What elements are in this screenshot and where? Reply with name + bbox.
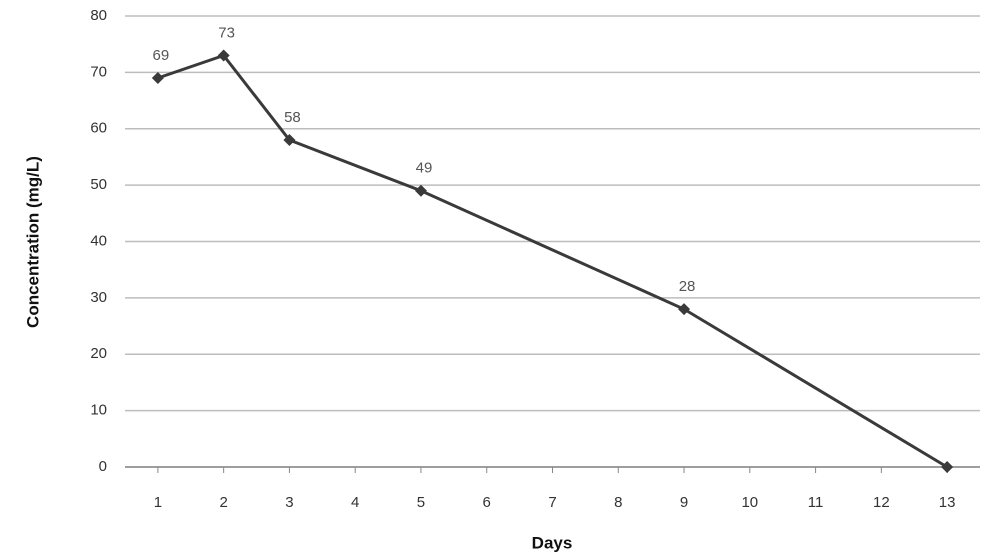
x-tick-label: 12 (873, 494, 890, 511)
y-tick-label: 50 (90, 176, 107, 193)
data-label: 58 (284, 109, 301, 126)
data-point (283, 134, 296, 147)
data-point (151, 72, 164, 85)
x-tick-label: 2 (219, 494, 227, 511)
data-label: 69 (153, 47, 170, 64)
data-point (414, 184, 427, 197)
y-tick-label: 30 (90, 289, 107, 306)
y-axis-title: Concentration (mg/L) (23, 156, 42, 328)
data-point (678, 303, 691, 316)
x-tick-label: 1 (154, 494, 162, 511)
x-tick-label: 10 (741, 494, 758, 511)
x-tick-label: 13 (939, 494, 956, 511)
x-tick-label: 8 (614, 494, 622, 511)
x-tick-label: 6 (483, 494, 491, 511)
x-tick-label: 3 (285, 494, 293, 511)
data-line (157, 53, 948, 469)
data-point (941, 461, 954, 473)
x-tick-label: 11 (808, 494, 824, 511)
x-tick-label: 4 (351, 494, 359, 511)
y-tick-label: 20 (90, 345, 107, 362)
data-label: 73 (218, 24, 235, 41)
y-tick-label: 80 (90, 7, 107, 24)
data-label: 49 (416, 160, 433, 177)
x-tick-label: 9 (680, 494, 688, 511)
y-tick-label: 40 (90, 232, 107, 249)
x-tick-label: 7 (548, 494, 556, 511)
y-tick-label: 70 (90, 63, 107, 80)
data-point (217, 49, 230, 62)
x-tick-label: 5 (417, 494, 425, 511)
y-tick-label: 60 (90, 120, 107, 137)
y-tick-label: 0 (99, 458, 107, 475)
data-label: 28 (679, 278, 696, 295)
x-axis-title: Days (532, 533, 573, 552)
y-tick-label: 10 (90, 402, 107, 419)
